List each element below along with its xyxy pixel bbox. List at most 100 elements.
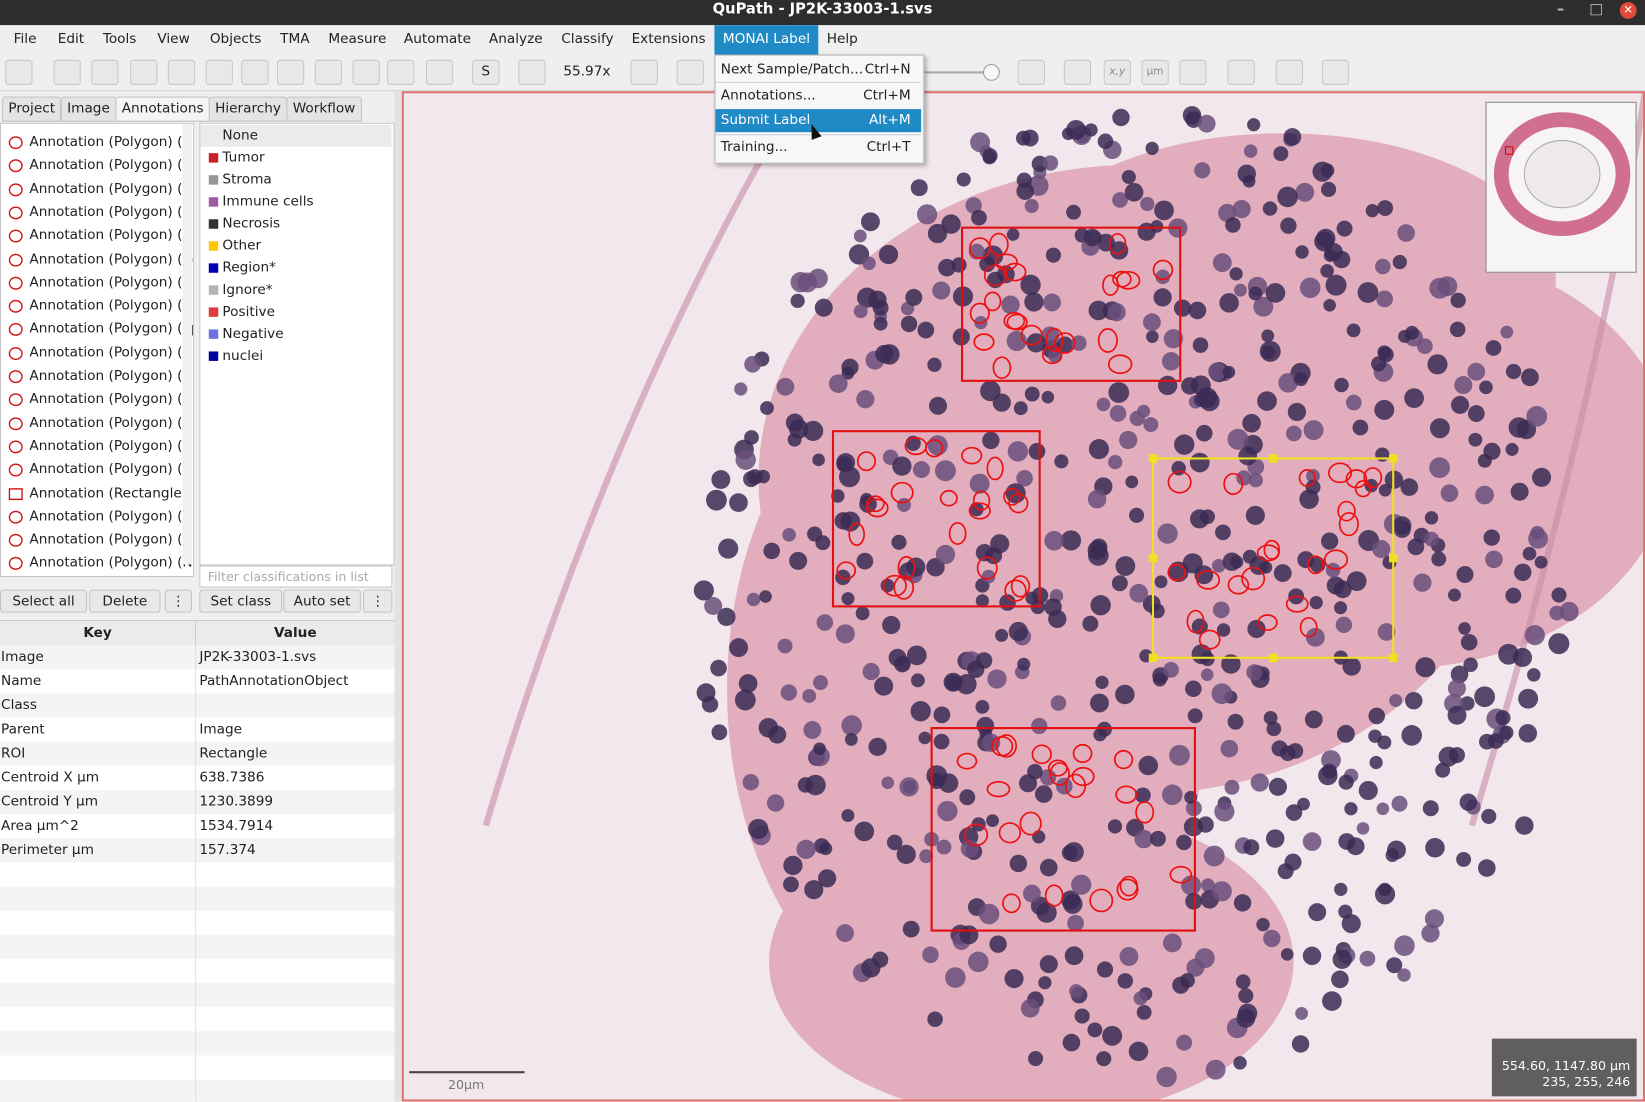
menu-option[interactable]: Next Sample/Patch... Ctrl+N (715, 59, 921, 82)
tool-button[interactable] (352, 59, 380, 85)
class-row[interactable]: Immune cells (200, 191, 391, 213)
menu-option[interactable]: Training... Ctrl+T (715, 136, 921, 159)
tab[interactable]: Hierarchy (208, 96, 288, 122)
class-row[interactable]: Stroma (200, 169, 391, 191)
menu-item[interactable]: Analyze (488, 31, 543, 48)
tool-button[interactable] (53, 59, 81, 85)
tool-button[interactable] (1017, 59, 1045, 85)
class-row[interactable]: Negative (200, 323, 391, 345)
tool-button[interactable] (1321, 59, 1350, 85)
table-row[interactable] (0, 1079, 395, 1102)
menu-option[interactable]: Submit Label Alt+M (715, 109, 922, 133)
tool-button[interactable] (314, 59, 343, 85)
tool-button[interactable] (167, 59, 196, 85)
class-row[interactable]: Region* (200, 257, 391, 279)
table-row[interactable]: Image JP2K-33003-1.svs (0, 645, 395, 670)
class-row[interactable]: Necrosis (200, 213, 391, 235)
menu-item[interactable]: Help (826, 31, 858, 48)
button[interactable]: Set class (199, 589, 283, 613)
menu-item[interactable]: View (157, 31, 190, 48)
table-row[interactable]: Area µm^2 1534.7914 (0, 814, 394, 839)
menu-item[interactable]: Automate (403, 31, 471, 48)
class-row[interactable]: None (200, 124, 392, 147)
menu-item[interactable]: MONAI Label (714, 25, 819, 55)
class-row[interactable]: nuclei (200, 345, 391, 367)
table-row[interactable] (0, 1055, 394, 1080)
menu-item[interactable]: Measure (328, 31, 387, 48)
annotation-row[interactable]: Annotation (Polygon) (I (1, 529, 191, 552)
minimize-button[interactable]: – (1556, 1, 1565, 18)
tool-button[interactable] (241, 59, 269, 85)
annotation-row[interactable]: Annotation (Polygon) (I (1, 155, 191, 178)
splitter[interactable] (394, 91, 402, 1102)
more-button[interactable]: ⋮ (164, 589, 192, 613)
tool-button[interactable] (1103, 59, 1131, 85)
tool-button[interactable] (5, 59, 33, 85)
button[interactable]: Select all (0, 589, 88, 613)
class-row[interactable]: Ignore* (200, 279, 391, 301)
table-row[interactable] (0, 983, 395, 1008)
tool-button[interactable] (1227, 59, 1255, 85)
annotation-row[interactable]: Annotation (Polygon) (Ir (1, 342, 192, 365)
class-row[interactable]: Positive (200, 301, 391, 323)
image-viewer[interactable] (401, 91, 1645, 1102)
annotation-row[interactable]: Annotation (Polygon) (Ni (1, 552, 193, 575)
menu-item[interactable]: TMA (280, 31, 310, 48)
table-row[interactable] (0, 862, 394, 887)
slider-knob[interactable] (983, 63, 1000, 81)
table-row[interactable]: Name PathAnnotationObject (0, 669, 394, 694)
annotation-row[interactable]: Annotation (Polygon) (Ep (1, 318, 193, 341)
table-row[interactable] (0, 958, 394, 984)
annotation-row[interactable]: Annotation (Polygon) (I (1, 178, 191, 201)
annotation-row[interactable]: Annotation (Polygon) (I (1, 365, 191, 388)
annotation-row[interactable]: Annotation (Polygon) (I (1, 295, 191, 318)
more-button[interactable]: ⋮ (362, 589, 393, 613)
tool-button[interactable] (130, 59, 158, 85)
menu-item[interactable]: File (13, 31, 37, 48)
tool-button[interactable] (1141, 59, 1169, 85)
table-row[interactable] (0, 934, 395, 959)
tool-button[interactable] (676, 59, 704, 85)
class-row[interactable]: Tumor (200, 147, 391, 169)
table-row[interactable]: Perimeter µm 157.374 (0, 838, 395, 863)
tool-button[interactable] (1179, 59, 1207, 85)
menu-item[interactable]: Extensions (631, 31, 706, 48)
button[interactable]: Delete (89, 589, 161, 613)
annotation-row[interactable]: Annotation (Polygon) (Cc (1, 248, 193, 271)
menu-item[interactable]: Objects (209, 31, 262, 48)
annotation-row[interactable]: Annotation (Rectangle) (1, 482, 191, 505)
h-scrollbar[interactable] (9, 575, 89, 576)
slider[interactable] (923, 71, 992, 74)
tool-button[interactable] (518, 59, 546, 85)
annotation-row[interactable]: Annotation (Polygon) (I (1, 459, 191, 482)
table-row[interactable] (0, 910, 394, 935)
menu-option[interactable]: Annotations... Ctrl+M (715, 85, 921, 108)
annotation-row[interactable]: Annotation (Polygon) (I (1, 131, 191, 154)
class-row[interactable]: Other (200, 235, 391, 257)
table-row[interactable]: Class (0, 693, 395, 718)
menu-item[interactable]: Classify (561, 31, 614, 48)
annotation-row[interactable]: Annotation (Polygon) (I (1, 388, 191, 411)
tab[interactable]: Project (2, 96, 62, 122)
annotation-row[interactable]: Annotation (Polygon) (I (1, 505, 191, 528)
scrollbar[interactable] (182, 123, 192, 565)
tool-button[interactable] (387, 59, 415, 85)
menu-item[interactable]: Edit (57, 31, 85, 48)
annotation-row[interactable]: Annotation (Polygon) (I (1, 412, 191, 435)
tool-button[interactable] (1275, 59, 1303, 85)
table-row[interactable] (0, 1031, 395, 1056)
tool-button[interactable] (472, 59, 500, 85)
table-row[interactable] (0, 886, 395, 911)
table-row[interactable]: ROI Rectangle (0, 741, 395, 766)
annotation-row[interactable]: Annotation (Polygon) (I (1, 225, 191, 248)
overview-thumbnail[interactable] (1485, 101, 1637, 273)
tool-button[interactable] (205, 59, 233, 85)
filter-input[interactable]: Filter classifications in list (199, 565, 393, 588)
tool-button[interactable] (425, 59, 454, 85)
table-row[interactable]: Centroid Y µm 1230.3899 (0, 789, 395, 815)
annotation-row[interactable]: Annotation (Polygon) (E (1, 201, 191, 224)
table-row[interactable]: Centroid X µm 638.7386 (0, 765, 394, 790)
button[interactable]: Auto set (283, 589, 361, 613)
tab[interactable]: Workflow (286, 96, 362, 122)
tab[interactable]: Annotations (115, 96, 210, 122)
